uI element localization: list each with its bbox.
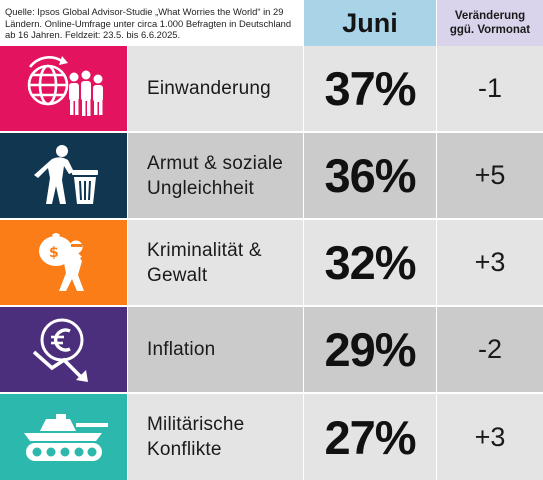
row-label: Kriminalität & Gewalt: [128, 220, 303, 305]
row-percent: 27%: [304, 394, 436, 480]
tank-icon: [23, 414, 108, 461]
svg-text:$: $: [49, 245, 59, 261]
row-divider: [0, 131, 543, 133]
row-divider: [0, 305, 543, 307]
thief-icon: $: [38, 232, 84, 291]
row-change: +3: [437, 394, 543, 480]
row-icon-cell: [0, 307, 127, 392]
row-percent: 37%: [304, 46, 436, 131]
row-change: +5: [437, 133, 543, 218]
poverty-trash-icon: [33, 144, 98, 204]
row-divider: [0, 218, 543, 220]
table-body: Einwanderung 37% -1 Armut & soziale Ungl…: [0, 46, 543, 480]
row-divider: [0, 392, 543, 394]
table-row: Inflation 29% -2: [0, 307, 543, 392]
migration-globe-icon: [27, 55, 103, 116]
source-note: Quelle: Ipsos Global Advisor-Studie „Wha…: [5, 6, 292, 41]
table-row: Militärische Konflikte 27% +3: [0, 394, 543, 480]
column-header-juni: Juni: [304, 0, 436, 46]
row-percent: 32%: [304, 220, 436, 305]
row-label: Inflation: [128, 307, 303, 392]
table-row: Armut & soziale Ungleichheit 36% +5: [0, 133, 543, 218]
row-icon-cell: $: [0, 220, 127, 305]
row-label: Armut & soziale Ungleichheit: [128, 133, 303, 218]
table-row: $ Kriminalität & Gewalt 32% +3: [0, 220, 543, 305]
row-label: Militärische Konflikte: [128, 394, 303, 480]
column-header-change-line1: Veränderung: [454, 10, 526, 22]
column-header-change: Veränderung ggü. Vormonat: [437, 0, 543, 46]
row-change: -1: [437, 46, 543, 131]
row-label: Einwanderung: [128, 46, 303, 131]
row-icon-cell: [0, 133, 127, 218]
row-percent: 36%: [304, 133, 436, 218]
row-change: -2: [437, 307, 543, 392]
row-icon-cell: [0, 394, 127, 480]
row-icon-cell: [0, 46, 127, 131]
row-change: +3: [437, 220, 543, 305]
table-header: Quelle: Ipsos Global Advisor-Studie „Wha…: [0, 0, 543, 46]
column-header-change-line2: ggü. Vormonat: [449, 24, 531, 36]
row-percent: 29%: [304, 307, 436, 392]
euro-decline-icon: [32, 318, 88, 382]
table-row: Einwanderung 37% -1: [0, 46, 543, 131]
